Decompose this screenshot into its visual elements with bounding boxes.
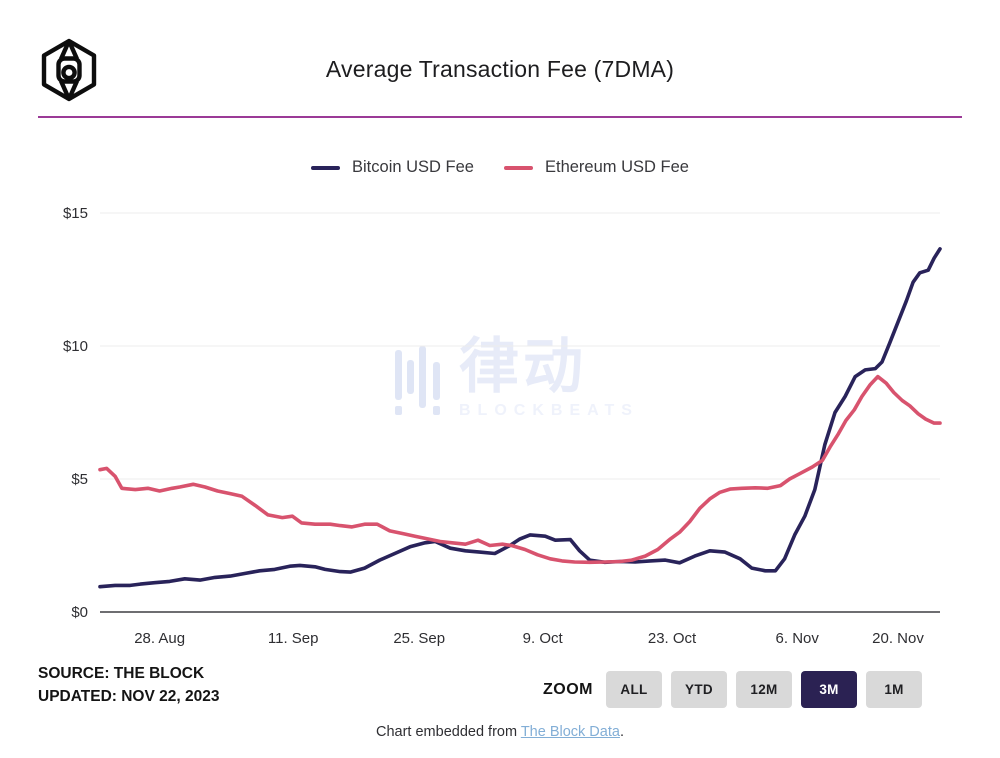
x-tick-label: 28. Aug xyxy=(134,630,185,647)
x-tick-label: 23. Oct xyxy=(648,630,697,647)
y-tick-label: $10 xyxy=(63,338,88,355)
ethereum-line-swatch xyxy=(503,165,533,170)
y-tick-label: $5 xyxy=(71,471,88,488)
legend-label-ethereum: Ethereum USD Fee xyxy=(544,158,689,176)
chart-legend: Bitcoin USD Fee Ethereum USD Fee xyxy=(0,158,1000,177)
x-tick-label: 11. Sep xyxy=(268,630,319,647)
y-tick-label: $0 xyxy=(71,604,88,621)
x-tick-label: 9. Oct xyxy=(523,630,564,647)
legend-item-ethereum[interactable]: Ethereum USD Fee xyxy=(503,158,689,177)
the-block-logo-icon xyxy=(41,38,97,102)
zoom-controls: ZOOM ALL YTD 12M 3M 1M xyxy=(543,671,922,708)
embed-footer: Chart embedded from The Block Data. xyxy=(0,724,1000,740)
bitcoin-line-swatch xyxy=(311,165,341,170)
source-attribution: SOURCE: THE BLOCK UPDATED: NOV 22, 2023 xyxy=(38,662,219,709)
x-tick-label: 25. Sep xyxy=(393,630,445,647)
y-tick-label: $15 xyxy=(63,205,88,222)
x-tick-label: 20. Nov xyxy=(872,630,924,647)
embed-footer-suffix: . xyxy=(619,724,624,740)
zoom-button-all[interactable]: ALL xyxy=(606,671,662,708)
zoom-button-3m[interactable]: 3M xyxy=(801,671,857,708)
fee-line-chart[interactable]: $0 $5 $10 $15 28. Aug 11. Sep 25. Sep 9. Oct 23.… xyxy=(0,190,1000,660)
zoom-button-1m[interactable]: 1M xyxy=(866,671,922,708)
legend-label-bitcoin: Bitcoin USD Fee xyxy=(352,158,474,176)
header-divider xyxy=(38,116,962,118)
x-tick-label: 6. Nov xyxy=(776,630,820,647)
zoom-button-ytd[interactable]: YTD xyxy=(671,671,727,708)
series-line-ethereum[interactable] xyxy=(98,374,942,565)
zoom-button-12m[interactable]: 12M xyxy=(736,671,792,708)
legend-item-bitcoin[interactable]: Bitcoin USD Fee xyxy=(311,158,474,177)
the-block-data-link[interactable]: The Block Data xyxy=(520,724,620,740)
zoom-button-group: ALL YTD 12M 3M 1M xyxy=(606,671,922,708)
zoom-label: ZOOM xyxy=(543,680,593,698)
series-line-bitcoin[interactable] xyxy=(98,247,942,589)
page-title: Average Transaction Fee (7DMA) xyxy=(325,56,675,82)
source-line: SOURCE: THE BLOCK xyxy=(38,665,205,682)
embed-footer-prefix: Chart embedded from xyxy=(376,724,521,740)
updated-line: UPDATED: NOV 22, 2023 xyxy=(38,688,220,706)
